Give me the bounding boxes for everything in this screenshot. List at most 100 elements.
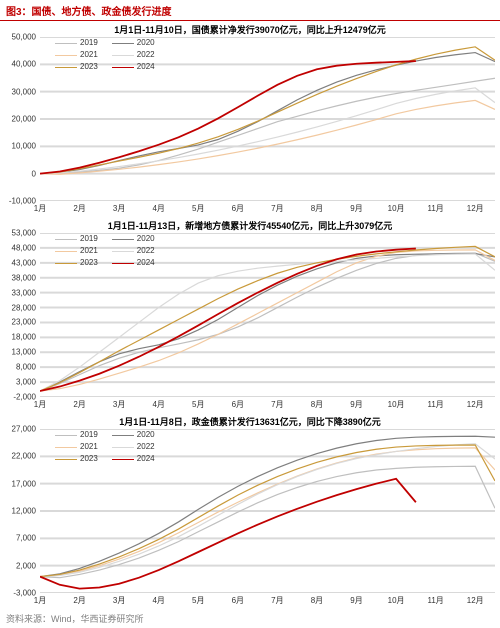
y-tick-label: 40,000	[12, 60, 36, 69]
charts-container: 1月1日-11月10日，国债累计净发行39070亿元，同比上升12479亿元-1…	[0, 21, 500, 609]
legend: 2019 2020 2021 2022 2023 2024	[55, 37, 155, 73]
x-tick-label: 1月	[34, 595, 46, 606]
figure-title: 图3：国债、地方债、政金债发行进度	[0, 0, 500, 21]
legend-label: 2019	[80, 429, 98, 441]
legend-label: 2022	[137, 49, 155, 61]
legend-swatch	[112, 55, 134, 56]
y-tick-label: 12,000	[12, 507, 36, 516]
x-tick-label: 10月	[388, 399, 405, 410]
y-tick-label: 38,000	[12, 273, 36, 282]
y-tick-label: 3,000	[16, 378, 36, 387]
x-tick-label: 1月	[34, 399, 46, 410]
x-axis: 1月2月3月4月5月6月7月8月9月10月11月12月	[40, 593, 495, 609]
x-tick-label: 8月	[311, 399, 323, 410]
x-axis: 1月2月3月4月5月6月7月8月9月10月11月12月	[40, 397, 495, 413]
x-tick-label: 11月	[427, 399, 443, 410]
y-tick-label: 33,000	[12, 288, 36, 297]
y-tick-label: 17,000	[12, 479, 36, 488]
legend-item: 2021	[55, 245, 98, 257]
legend-swatch	[55, 43, 77, 44]
y-axis: -3,0002,0007,00012,00017,00022,00027,000	[0, 429, 40, 593]
legend-item: 2022	[112, 49, 155, 61]
chart-panel: 1月1日-11月13日，新增地方债累计发行45540亿元，同比上升3079亿元-…	[0, 217, 500, 413]
y-tick-label: 0	[32, 169, 36, 178]
x-tick-label: 5月	[192, 399, 204, 410]
legend-item: 2024	[112, 257, 155, 269]
x-tick-label: 12月	[467, 595, 484, 606]
legend-item: 2019	[55, 429, 98, 441]
x-tick-label: 12月	[467, 399, 484, 410]
legend-label: 2024	[137, 453, 155, 465]
legend-label: 2020	[137, 429, 155, 441]
y-tick-label: -10,000	[9, 197, 36, 206]
y-tick-label: 23,000	[12, 318, 36, 327]
legend-swatch	[112, 263, 134, 264]
series-2024	[40, 479, 416, 589]
legend-item: 2022	[112, 441, 155, 453]
x-tick-label: 5月	[192, 203, 204, 214]
x-tick-label: 6月	[232, 399, 244, 410]
y-tick-label: 30,000	[12, 87, 36, 96]
legend-swatch	[112, 67, 134, 68]
x-tick-label: 2月	[73, 399, 85, 410]
x-tick-label: 6月	[232, 203, 244, 214]
chart-panel: 1月1日-11月10日，国债累计净发行39070亿元，同比上升12479亿元-1…	[0, 21, 500, 217]
legend-swatch	[112, 239, 134, 240]
legend-swatch	[55, 435, 77, 436]
legend-swatch	[55, 55, 77, 56]
y-tick-label: 20,000	[12, 115, 36, 124]
legend: 201920202021202220232024	[55, 429, 155, 465]
legend-item: 2019	[55, 233, 98, 245]
legend-label: 2021	[80, 245, 98, 257]
x-tick-label: 2月	[73, 203, 85, 214]
legend-label: 2019	[80, 37, 98, 49]
legend-swatch	[55, 67, 77, 68]
legend-swatch	[55, 459, 77, 460]
legend-item: 2020	[112, 233, 155, 245]
legend-label: 2022	[137, 441, 155, 453]
legend-item: 2019	[55, 37, 98, 49]
y-tick-label: -3,000	[13, 589, 36, 598]
y-tick-label: 22,000	[12, 452, 36, 461]
x-tick-label: 10月	[388, 203, 405, 214]
legend-swatch	[112, 459, 134, 460]
y-tick-label: 27,000	[12, 425, 36, 434]
legend-label: 2023	[80, 61, 98, 73]
legend-label: 2020	[137, 37, 155, 49]
x-tick-label: 4月	[152, 399, 164, 410]
source-footnote: 资料来源：Wind，华西证券研究所	[0, 609, 500, 628]
x-tick-label: 7月	[271, 595, 283, 606]
legend-label: 2021	[80, 441, 98, 453]
y-tick-label: 7,000	[16, 534, 36, 543]
x-tick-label: 11月	[427, 595, 443, 606]
legend-item: 2023	[55, 257, 98, 269]
y-tick-label: 50,000	[12, 33, 36, 42]
legend-item: 2021	[55, 49, 98, 61]
x-tick-label: 5月	[192, 595, 204, 606]
legend-item: 2024	[112, 61, 155, 73]
x-tick-label: 3月	[113, 203, 125, 214]
x-tick-label: 4月	[152, 203, 164, 214]
legend: 201920202021202220232024	[55, 233, 155, 269]
legend-item: 2020	[112, 429, 155, 441]
legend-label: 2023	[80, 257, 98, 269]
y-axis: -2,0003,0008,00013,00018,00023,00028,000…	[0, 233, 40, 397]
x-tick-label: 3月	[113, 399, 125, 410]
y-axis: -10,000010,00020,00030,00040,00050,000	[0, 37, 40, 201]
x-tick-label: 7月	[271, 399, 283, 410]
legend-label: 2021	[80, 49, 98, 61]
legend-swatch	[112, 447, 134, 448]
y-tick-label: 43,000	[12, 258, 36, 267]
legend-swatch	[112, 435, 134, 436]
x-tick-label: 9月	[350, 203, 362, 214]
y-tick-label: -2,000	[13, 393, 36, 402]
x-tick-label: 12月	[467, 203, 484, 214]
legend-swatch	[112, 251, 134, 252]
legend-item: 2023	[55, 61, 98, 73]
y-tick-label: 10,000	[12, 142, 36, 151]
x-tick-label: 7月	[271, 203, 283, 214]
chart-panel: 1月1日-11月8日，政金债累计发行13631亿元，同比下降3890亿元-3,0…	[0, 413, 500, 609]
x-tick-label: 10月	[388, 595, 405, 606]
x-tick-label: 1月	[34, 203, 46, 214]
legend-swatch	[55, 251, 77, 252]
